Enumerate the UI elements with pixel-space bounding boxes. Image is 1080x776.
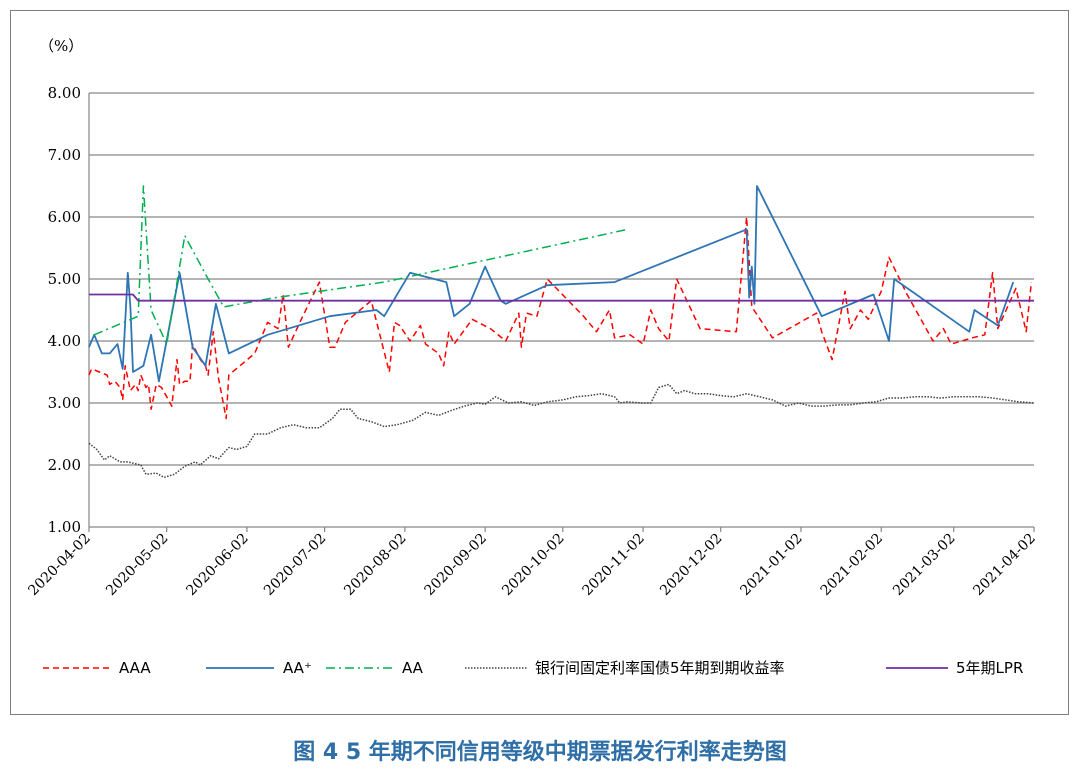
chart-frame: （%） 1.00 2.00 3.00 4.00 5.00 6.00 7.00 8.00 2020… [10, 10, 1069, 715]
x-tick-label: 2020-06-02 [183, 531, 251, 599]
y-tick-label: 1.00 [48, 518, 81, 536]
x-tick-label: 2021-01-02 [737, 531, 805, 599]
y-tick-label: 5.00 [48, 270, 81, 288]
series-line-3 [88, 383, 1035, 479]
x-tick-label: 2020-04-02 [25, 531, 93, 599]
legend: AAA AA⁺ AA 银行间固定利率国债5年期到期收益率 5年期LPR [43, 659, 1023, 677]
y-tick-label: 8.00 [48, 84, 81, 102]
legend-label: AA [402, 659, 424, 677]
y-tick-label: 6.00 [48, 208, 81, 226]
x-tick-label: 2021-03-02 [890, 531, 958, 599]
y-tick-label: 4.00 [48, 332, 81, 350]
y-tick-label: 3.00 [48, 394, 81, 412]
series-line-0 [88, 216, 1033, 420]
x-tick-label: 2020-09-02 [422, 531, 490, 599]
x-tick-label: 2020-11-02 [579, 531, 647, 599]
x-tick-label: 2020-08-02 [341, 531, 409, 599]
series-layer [88, 185, 1035, 479]
y-tick-label: 7.00 [48, 146, 81, 164]
series-line-1 [88, 185, 1015, 383]
legend-label: AAA [119, 659, 151, 677]
x-tick-label: 2020-07-02 [261, 531, 329, 599]
x-tick-label: 2021-04-02 [970, 531, 1038, 599]
grid-layer [89, 92, 1034, 528]
series-line-2 [93, 185, 628, 345]
x-tick-label: 2020-12-02 [657, 531, 725, 599]
y-unit-label: （%） [39, 37, 83, 55]
line-chart: （%） 1.00 2.00 3.00 4.00 5.00 6.00 7.00 8.00 2020… [25, 37, 1038, 677]
legend-label: AA⁺ [283, 659, 312, 677]
series-line-4 [89, 293, 1034, 302]
y-tick-label: 2.00 [48, 456, 81, 474]
legend-label: 银行间固定利率国债5年期到期收益率 [535, 659, 785, 677]
figure-caption: 图 4 5 年期不同信用等级中期票据发行利率走势图 [293, 740, 787, 765]
x-tick-label: 2021-02-02 [818, 531, 886, 599]
x-tick-label: 2020-05-02 [103, 531, 171, 599]
legend-label: 5年期LPR [956, 659, 1023, 677]
x-tick-label: 2020-10-02 [499, 531, 567, 599]
